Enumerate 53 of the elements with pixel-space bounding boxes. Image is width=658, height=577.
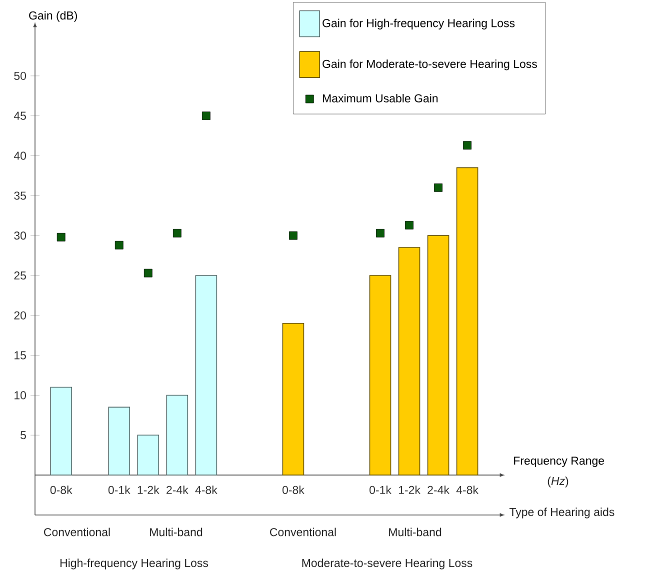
point: [172, 228, 182, 238]
bar: [166, 394, 188, 476]
point: [144, 268, 152, 278]
point: [376, 228, 384, 238]
bar: [108, 406, 130, 476]
y-tick-label: 5: [20, 431, 26, 440]
point: [434, 183, 442, 192]
bar: [137, 434, 160, 476]
x-tick-label: 2-4k: [428, 486, 450, 494]
point: [289, 231, 298, 240]
y-tick-label: 35: [14, 192, 26, 200]
legend-label: Gain for High-frequency Hearing Loss: [322, 18, 515, 30]
x-axis-title: Frequency Range: [514, 456, 604, 468]
point: [114, 240, 124, 250]
text: Multi-band: [389, 528, 442, 536]
x-tick-label: 4-8k: [456, 486, 478, 494]
text: Conventional: [44, 528, 110, 536]
y-tick-label: 15: [14, 351, 26, 360]
bar: [398, 247, 420, 476]
y-tick-label: 20: [14, 311, 26, 320]
text: Moderate-to-severe Hearing Loss: [302, 558, 472, 570]
legend-label: Gain for Moderate-to-severe Hearing Loss: [322, 60, 537, 70]
x-tick-label: 0-1k: [108, 486, 130, 494]
y-tick-label: 25: [14, 271, 26, 280]
text: Type of Hearing aids: [509, 508, 614, 518]
x-tick-label: 2-4k: [166, 486, 188, 494]
x-tick-label: 0-8k: [50, 486, 72, 494]
point: [463, 141, 472, 150]
legend-label: Maximum Usable Gain: [322, 94, 438, 102]
x-tick-label: 0-8k: [282, 486, 304, 494]
y-tick-label: 30: [14, 231, 26, 240]
text: Conventional: [270, 528, 336, 536]
text: High-frequency Hearing Loss: [60, 558, 208, 570]
bar: [427, 235, 450, 476]
x-tick-label: 1-2k: [398, 486, 420, 494]
point: [56, 232, 66, 242]
y-tick-label: 50: [14, 72, 26, 80]
y-tick-label: 45: [14, 112, 26, 120]
bar: [282, 322, 304, 476]
bar: [195, 275, 218, 476]
text: (Hz): [548, 476, 568, 488]
point: [202, 112, 210, 120]
y-tick-label: 40: [14, 152, 26, 160]
x-tick-label: 1-2k: [138, 486, 160, 494]
text: Multi-band: [150, 528, 202, 536]
bar: [50, 386, 72, 476]
x-tick-label: 0-1k: [370, 486, 392, 494]
point: [405, 220, 414, 230]
y-axis-title: Gain (dB): [29, 11, 77, 22]
x-tick-label: 4-8k: [195, 486, 218, 494]
y-tick-label: 10: [14, 391, 26, 400]
bar: [369, 275, 392, 476]
bar: [456, 167, 478, 476]
